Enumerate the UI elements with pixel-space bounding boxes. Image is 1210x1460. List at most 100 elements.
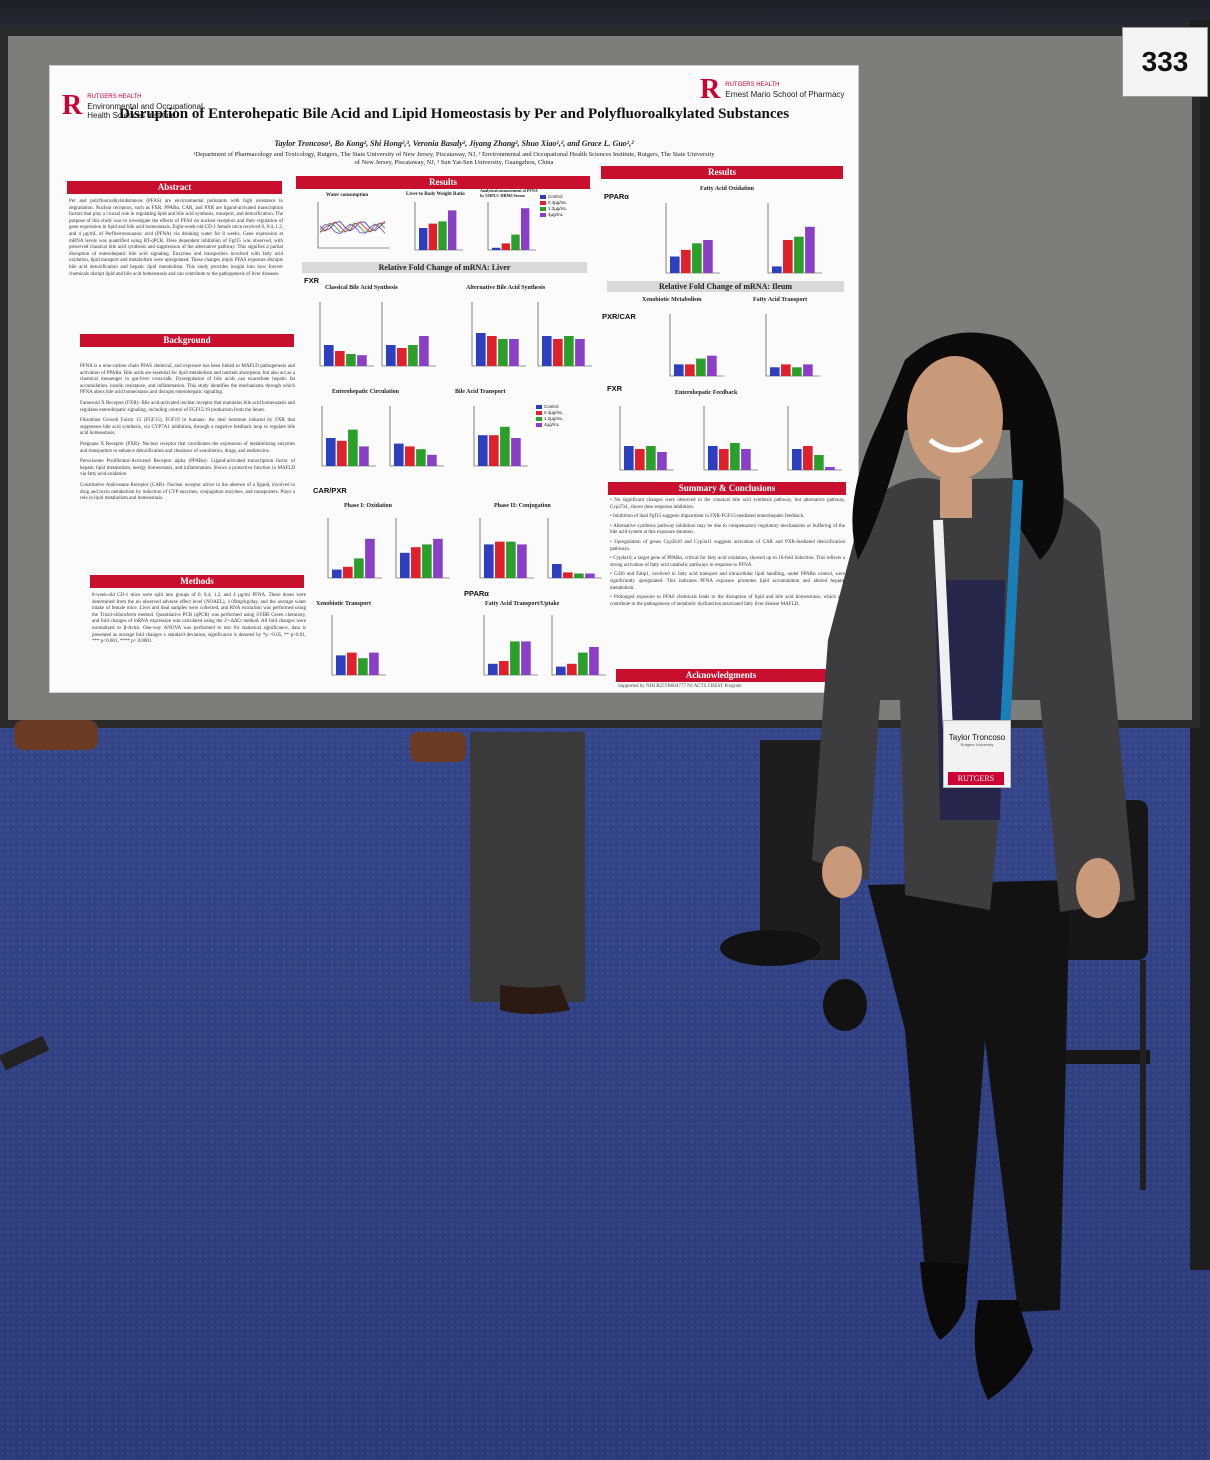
chart-bar — [719, 449, 729, 470]
fabp1-liver-chart — [483, 615, 538, 676]
abstract-text: Per and polyfluoroalkylsubstances (PFAS)… — [69, 199, 283, 277]
chart-bar — [501, 243, 511, 250]
cyp3a11-ileum-chart — [669, 314, 724, 377]
chart-bar — [428, 223, 438, 250]
chart-bar — [359, 446, 369, 466]
logo-left-line2: Health Sciences Institute — [87, 110, 176, 120]
enterohepatic-feedback-label: Enterohepatic Feedback — [675, 390, 738, 396]
sult1e1-chart — [547, 518, 602, 579]
chart-bar — [511, 438, 521, 466]
chart-bar — [553, 339, 563, 366]
chart-bar — [805, 226, 815, 273]
chart-bar — [803, 446, 813, 470]
chart-bar — [578, 652, 588, 675]
chart-bar — [478, 435, 488, 466]
chart-bar — [416, 449, 426, 466]
chart-axis — [551, 615, 606, 676]
chart-bar — [336, 655, 346, 675]
ostb-liver-chart — [389, 406, 444, 467]
chart-axis — [479, 518, 534, 579]
logo-right-top: RUTGERS HEALTH — [725, 82, 780, 88]
legend-item: 1.2µg/mL — [536, 416, 563, 422]
chart-bar — [346, 354, 356, 366]
chart-bar — [358, 658, 368, 675]
chart-axis — [327, 518, 382, 579]
chart-bar — [510, 641, 520, 675]
chart-bar — [781, 364, 791, 376]
legend-item: 0.4µg/mL — [536, 410, 563, 416]
background-text: PFNA is a nine-carbon chain PFAS chemica… — [80, 364, 295, 503]
ileum-mrna-heading: Relative Fold Change of mRNA: Ileum — [607, 281, 844, 292]
badge-name: Taylor Troncoso — [948, 733, 1006, 742]
pfna-serum-chart — [487, 202, 536, 251]
cyp7b1-chart — [537, 302, 592, 367]
results-heading-right: Results — [601, 166, 843, 179]
chart-bar — [343, 566, 353, 578]
chart-bar — [433, 538, 443, 578]
name-badge: Taylor Troncoso Rutgers University RUTGE… — [943, 720, 1011, 788]
carpxr-label: CAR/PXR — [313, 486, 347, 495]
chart-bar — [685, 364, 695, 376]
cyp4a10-chart — [767, 203, 822, 274]
summary-list: • No significant changes were observed i… — [610, 498, 845, 611]
chart-bar — [498, 339, 508, 366]
poster-title: Disruption of Enterohepatic Bile Acid an… — [118, 106, 790, 122]
summary-item: • No significant changes were observed i… — [610, 498, 845, 510]
acknowledgments-heading: Acknowledgments — [616, 669, 826, 682]
chart-bar — [692, 243, 702, 273]
chart-bar — [825, 467, 835, 470]
chart-bar — [552, 564, 562, 578]
legend-label: 4µg/mL — [544, 422, 560, 427]
chart-series-line — [319, 221, 386, 233]
chart-bar — [635, 449, 645, 470]
acknowledgments-text: Supported by NIH R25TR004777 NJ ACTS CRE… — [618, 684, 742, 689]
chart-axis — [321, 406, 376, 467]
chart-axis — [317, 202, 390, 249]
rutgers-r-logo: R — [700, 74, 721, 105]
legend-item: Control — [536, 404, 563, 410]
cyp27a1-chart — [471, 302, 526, 367]
chart-bar — [792, 449, 802, 470]
summary-item: • Cd36 and Fabp1, involved in fatty acid… — [610, 572, 845, 591]
chart-bar — [405, 446, 415, 466]
fatty-acid-uptake-label: Fatty Acid Transport/Uptake — [485, 601, 560, 607]
chart-series-line — [319, 223, 386, 235]
poster-authors: Taylor Troncoso¹, Bo Kong², Shi Hong²,³,… — [274, 139, 634, 148]
chart-bar — [674, 364, 684, 376]
chart-bar — [783, 240, 793, 273]
chart-bar — [770, 367, 780, 376]
chart-axis — [331, 615, 386, 676]
legend-top: Control 0.4µg/mL 1.2µg/mL 4µg/mL — [540, 194, 567, 218]
affiliation-line-1: ¹Department of Pharmacology and Toxicolo… — [193, 151, 715, 158]
legend-swatch — [536, 416, 542, 421]
chart-bar — [347, 652, 357, 675]
pxrcar-label: PXR/CAR — [602, 312, 636, 321]
summary-item: • Cyp4a10, a target gene of PPARα, criti… — [610, 556, 845, 568]
chart-axis — [381, 302, 436, 367]
chart-bar — [332, 569, 342, 578]
liver-mrna-heading: Relative Fold Change of mRNA: Liver — [302, 262, 587, 273]
chart-bar — [703, 240, 713, 273]
fabp1-ileum-chart — [765, 314, 820, 377]
liver-ratio-chart — [414, 202, 463, 251]
background-p1: PFNA is a nine-carbon chain PFAS chemica… — [80, 364, 295, 396]
chart-axis — [473, 406, 528, 467]
chart-bar — [520, 208, 530, 250]
chart-axis — [619, 406, 674, 471]
mdr1-chart — [331, 615, 386, 676]
background-p3: Fibroblast Growth Factor 15 (FGF15), FGF… — [80, 418, 295, 437]
chart-bar — [708, 446, 718, 470]
chart-axis — [669, 314, 724, 377]
chart-bar — [589, 647, 599, 675]
chart-axis — [665, 203, 720, 274]
legend-item: 1.2µg/mL — [540, 206, 567, 212]
chart-axis — [547, 518, 602, 579]
chart-bar — [394, 443, 404, 466]
ugt1a1-chart — [479, 518, 534, 579]
chart-bar — [772, 266, 782, 273]
chart-bar — [657, 452, 667, 470]
chart-bar — [517, 544, 527, 578]
chart-bar — [422, 544, 432, 578]
fatty-acid-transport-label: Fatty Acid Transport — [753, 297, 808, 303]
carpet-floor — [0, 720, 1210, 1460]
